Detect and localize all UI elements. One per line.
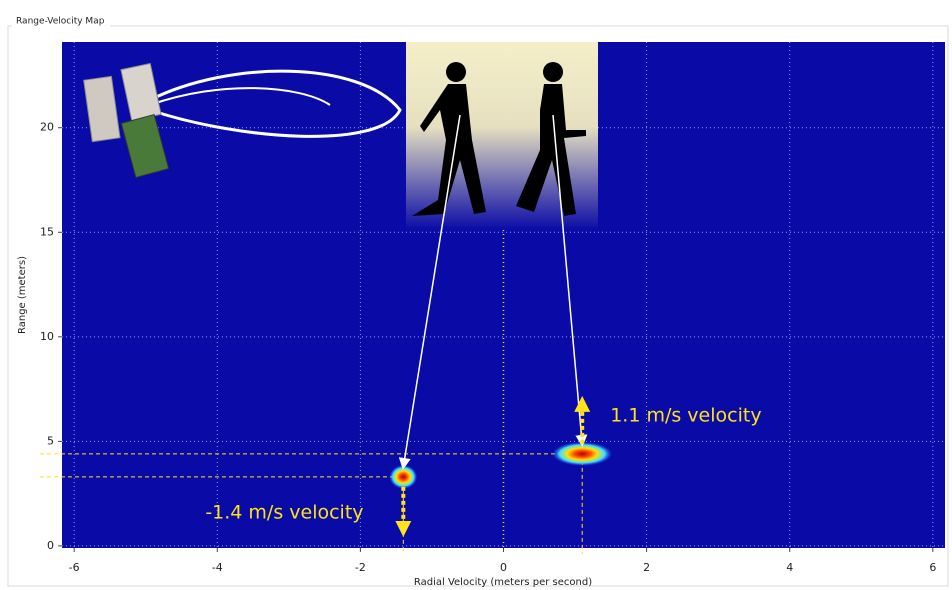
y-axis-label: Range (meters) bbox=[17, 256, 28, 334]
y-tick-label: 5 bbox=[47, 434, 54, 447]
range-velocity-panel: Range-Velocity Map -6 -4 -2 0 2 4 6 0 5 10 15 20 Ra… bbox=[0, 0, 952, 590]
x-tick-label: 4 bbox=[786, 561, 793, 574]
velocity-annotation: -1.4 m/s velocity bbox=[205, 501, 363, 523]
x-tick-label: -2 bbox=[355, 561, 366, 574]
target-blob bbox=[389, 465, 417, 489]
panel-title: Range-Velocity Map bbox=[16, 17, 105, 27]
velocity-annotation: 1.1 m/s velocity bbox=[610, 404, 761, 426]
y-tick-label: 20 bbox=[40, 121, 54, 134]
y-tick-label: 0 bbox=[47, 539, 54, 552]
x-axis-label: Radial Velocity (meters per second) bbox=[414, 577, 592, 588]
x-tick-label: -6 bbox=[69, 561, 80, 574]
x-tick-label: 6 bbox=[929, 561, 936, 574]
y-tick-label: 10 bbox=[40, 330, 54, 343]
x-tick-label: 2 bbox=[643, 561, 650, 574]
target-blob bbox=[552, 442, 612, 466]
people-illustration bbox=[406, 42, 598, 230]
x-tick-label: -4 bbox=[212, 561, 223, 574]
y-tick-label: 15 bbox=[40, 225, 54, 238]
x-tick-label: 0 bbox=[500, 561, 507, 574]
